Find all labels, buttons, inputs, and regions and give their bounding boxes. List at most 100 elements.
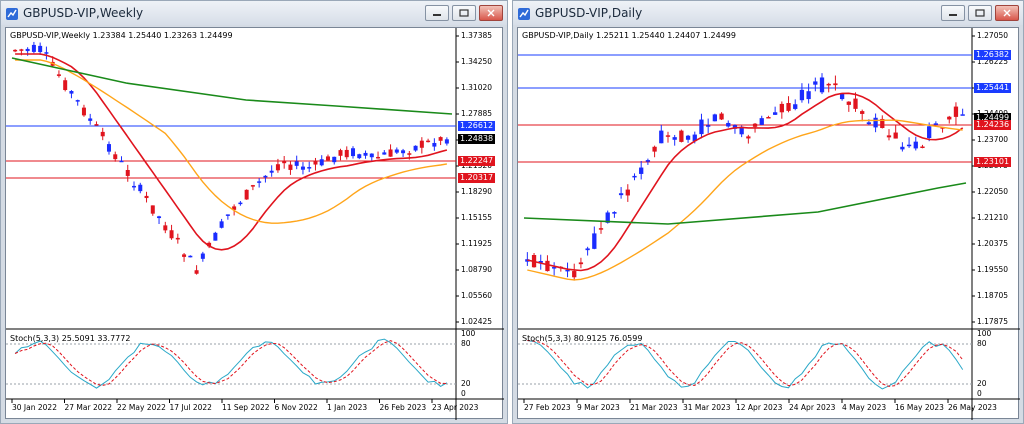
restore-icon bbox=[459, 9, 469, 17]
price-axis-label: 1.17875 bbox=[977, 317, 1009, 326]
candle-body bbox=[263, 175, 268, 178]
time-axis-label: 27 Feb 2023 bbox=[524, 403, 571, 412]
price-axis-label: 1.21210 bbox=[977, 213, 1009, 222]
price-axis-label: 1.27050 bbox=[977, 31, 1009, 40]
candle-body bbox=[238, 202, 243, 205]
price-axis-label: 1.26225 bbox=[977, 57, 1009, 66]
candle-body bbox=[63, 80, 68, 91]
price-level-tag: 1.20317 bbox=[458, 173, 496, 183]
candle-body bbox=[953, 106, 959, 117]
minimize-button[interactable] bbox=[425, 5, 449, 21]
candle-body bbox=[413, 145, 418, 151]
candle-body bbox=[672, 137, 677, 140]
candle-body bbox=[572, 271, 577, 278]
restore-button[interactable] bbox=[968, 5, 992, 21]
candle-body bbox=[175, 237, 180, 240]
candle-body bbox=[169, 230, 174, 239]
stochastic-axis-label: 0 bbox=[461, 389, 466, 398]
time-axis-label: 4 May 2023 bbox=[842, 403, 887, 412]
candle-body bbox=[282, 160, 287, 164]
restore-icon bbox=[975, 9, 985, 17]
candle-body bbox=[188, 255, 193, 258]
candle-body bbox=[119, 160, 124, 163]
time-axis-label: 9 Mar 2023 bbox=[577, 403, 620, 412]
candle-body bbox=[213, 232, 218, 241]
chart-window-daily[interactable]: GBPUSD-VIP,Daily GBPUSD-VIP,Daily 1.2521… bbox=[512, 0, 1024, 424]
daily-chart-canvas[interactable] bbox=[518, 28, 1020, 420]
candle-body bbox=[645, 160, 651, 162]
stochastic-signal-line bbox=[14, 340, 447, 386]
stochastic-axis-label: 80 bbox=[461, 339, 471, 348]
candle-body bbox=[275, 164, 280, 171]
candle-body bbox=[853, 98, 858, 109]
candle-body bbox=[752, 123, 758, 127]
restore-button[interactable] bbox=[452, 5, 476, 21]
candle-body bbox=[369, 153, 374, 158]
price-level-tag: 1.22247 bbox=[458, 156, 496, 166]
candle-body bbox=[25, 48, 30, 52]
candle-body bbox=[565, 269, 570, 272]
price-level-tag: 1.24236 bbox=[974, 120, 1012, 130]
price-axis-label: 1.34250 bbox=[461, 57, 493, 66]
candle-body bbox=[933, 123, 939, 125]
time-axis-label: 27 Mar 2022 bbox=[64, 403, 113, 412]
time-axis-label: 31 Mar 2023 bbox=[683, 403, 731, 412]
candle-body bbox=[551, 267, 557, 269]
stochastic-axis-label: 100 bbox=[977, 329, 992, 338]
window-titlebar[interactable]: GBPUSD-VIP,Weekly bbox=[1, 1, 507, 25]
stochastic-label: Stoch(5,3,3) 25.5091 33.7772 bbox=[10, 334, 131, 343]
candle-body bbox=[592, 233, 597, 249]
candle-body bbox=[625, 189, 630, 196]
candle-body bbox=[225, 214, 230, 216]
ma-fast-line bbox=[527, 92, 964, 272]
stochastic-signal-line bbox=[527, 340, 964, 387]
candle-body bbox=[739, 126, 744, 135]
candle-body bbox=[100, 131, 105, 137]
candle-body bbox=[269, 170, 274, 173]
candle-body bbox=[432, 142, 437, 147]
candle-body bbox=[125, 169, 130, 176]
time-axis-label: 17 Jul 2022 bbox=[169, 403, 212, 412]
candle-body bbox=[826, 83, 831, 86]
price-axis-label: 1.37385 bbox=[461, 31, 493, 40]
candle-body bbox=[357, 154, 362, 159]
candle-body bbox=[846, 101, 851, 105]
close-button[interactable] bbox=[995, 5, 1019, 21]
price-chart-area[interactable]: GBPUSD-VIP,Weekly 1.23384 1.25440 1.2326… bbox=[5, 27, 504, 420]
minimize-button[interactable] bbox=[941, 5, 965, 21]
close-button[interactable] bbox=[479, 5, 503, 21]
candle-body bbox=[207, 242, 212, 247]
candle-body bbox=[144, 195, 149, 199]
time-axis-label: 12 Apr 2023 bbox=[736, 403, 783, 412]
weekly-chart-canvas[interactable] bbox=[6, 28, 504, 420]
time-axis-label: 26 May 2023 bbox=[948, 403, 997, 412]
price-axis-label: 1.22050 bbox=[977, 187, 1009, 196]
stochastic-main-line bbox=[14, 338, 448, 389]
close-icon bbox=[487, 9, 495, 17]
candle-body bbox=[200, 253, 205, 259]
price-chart-area[interactable]: GBPUSD-VIP,Daily 1.25211 1.25440 1.24407… bbox=[517, 27, 1020, 420]
candle-body bbox=[113, 154, 118, 160]
candle-body bbox=[913, 141, 918, 149]
chart-window-weekly[interactable]: GBPUSD-VIP,Weekly GBPUSD-VIP,Weekly 1.23… bbox=[0, 0, 508, 424]
candle-body bbox=[332, 156, 337, 163]
chart-info-line: GBPUSD-VIP,Daily 1.25211 1.25440 1.24407… bbox=[522, 31, 736, 40]
candle-body bbox=[900, 146, 905, 150]
candle-body bbox=[860, 111, 865, 114]
candle-body bbox=[13, 49, 18, 52]
stochastic-label: Stoch(5,3,3) 80.9125 76.0599 bbox=[522, 334, 643, 343]
candle-body bbox=[376, 156, 381, 159]
candle-body bbox=[344, 149, 349, 158]
candle-body bbox=[394, 149, 399, 153]
price-axis-label: 1.19550 bbox=[977, 265, 1009, 274]
candle-body bbox=[300, 166, 305, 170]
candle-body bbox=[786, 103, 791, 111]
candle-body bbox=[652, 146, 657, 152]
candle-body bbox=[772, 112, 778, 115]
candle-body bbox=[219, 221, 224, 228]
window-titlebar[interactable]: GBPUSD-VIP,Daily bbox=[513, 1, 1023, 25]
candle-body bbox=[833, 83, 838, 86]
candle-body bbox=[31, 44, 36, 52]
candle-body bbox=[612, 212, 617, 214]
price-axis-label: 1.23700 bbox=[977, 135, 1009, 144]
